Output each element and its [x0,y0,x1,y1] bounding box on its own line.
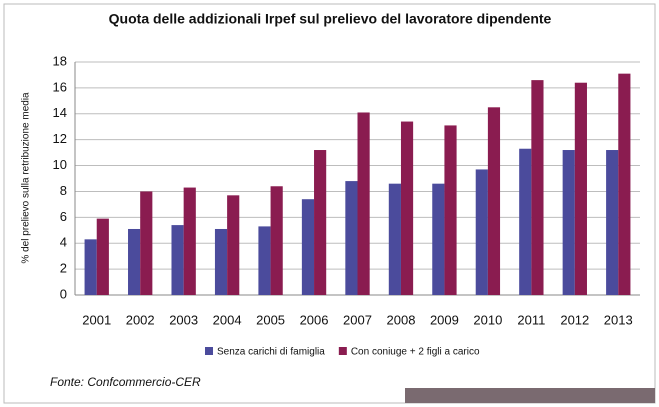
x-tick-label: 2012 [560,312,589,327]
bar [574,82,587,295]
bar [270,186,283,295]
bar [562,150,575,295]
x-tick-label: 2004 [213,312,242,327]
legend-swatch [205,347,213,355]
bar [606,150,619,295]
bar [475,169,488,295]
x-tick-label: 2009 [430,312,459,327]
bar [227,195,240,295]
x-tick-label: 2003 [169,312,198,327]
x-tick-label: 2006 [300,312,329,327]
bar [140,191,153,295]
x-tick-label: 2005 [256,312,285,327]
chart-title: Quota delle addizionali Irpef sul prelie… [109,11,552,27]
bar [432,183,445,295]
bar [128,228,141,295]
y-axis-label: % del prelievo sulla retribuzione media [21,92,32,264]
bar [519,148,532,295]
y-tick-label: 8 [60,183,67,198]
y-tick-label: 18 [53,53,67,68]
bar [214,228,228,295]
bar [84,239,97,295]
x-tick-label: 2007 [343,312,372,327]
legend-label: Con coniuge + 2 figli a carico [351,347,480,358]
bar [183,187,196,295]
bar [618,73,631,296]
bar [487,107,501,295]
x-tick-label: 2011 [517,312,545,327]
bar [96,218,109,295]
bar [531,80,544,295]
legend-label: Senza carichi di famiglia [217,347,325,358]
x-tick-label: 2002 [126,312,155,327]
y-tick-label: 12 [53,131,67,146]
photo-fragment [405,388,655,403]
bar [301,199,315,295]
y-tick-label: 6 [60,209,67,224]
x-tick-label: 2013 [604,312,633,327]
y-tick-label: 14 [53,105,67,120]
y-tick-label: 2 [60,261,67,276]
bar [357,112,370,295]
bar [171,225,184,295]
y-tick-label: 0 [60,286,67,301]
x-tick-label: 2001 [82,312,111,327]
chart-frame [3,3,656,404]
y-tick-label: 4 [60,235,67,250]
x-tick-label: 2010 [473,312,502,327]
bar [258,226,271,295]
bar [400,121,414,296]
bar [388,183,401,295]
y-tick-label: 10 [53,157,67,172]
x-tick-label: 2008 [387,312,416,327]
y-tick-label: 16 [53,79,67,94]
bar [314,150,327,295]
source-note: Fonte: Confcommercio-CER [50,375,201,389]
bar [345,181,358,295]
legend-swatch [338,347,347,355]
bar [444,125,457,295]
